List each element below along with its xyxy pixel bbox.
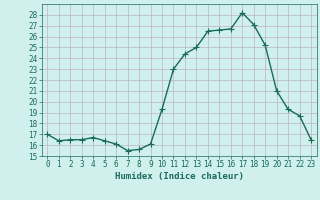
X-axis label: Humidex (Indice chaleur): Humidex (Indice chaleur) [115,172,244,181]
